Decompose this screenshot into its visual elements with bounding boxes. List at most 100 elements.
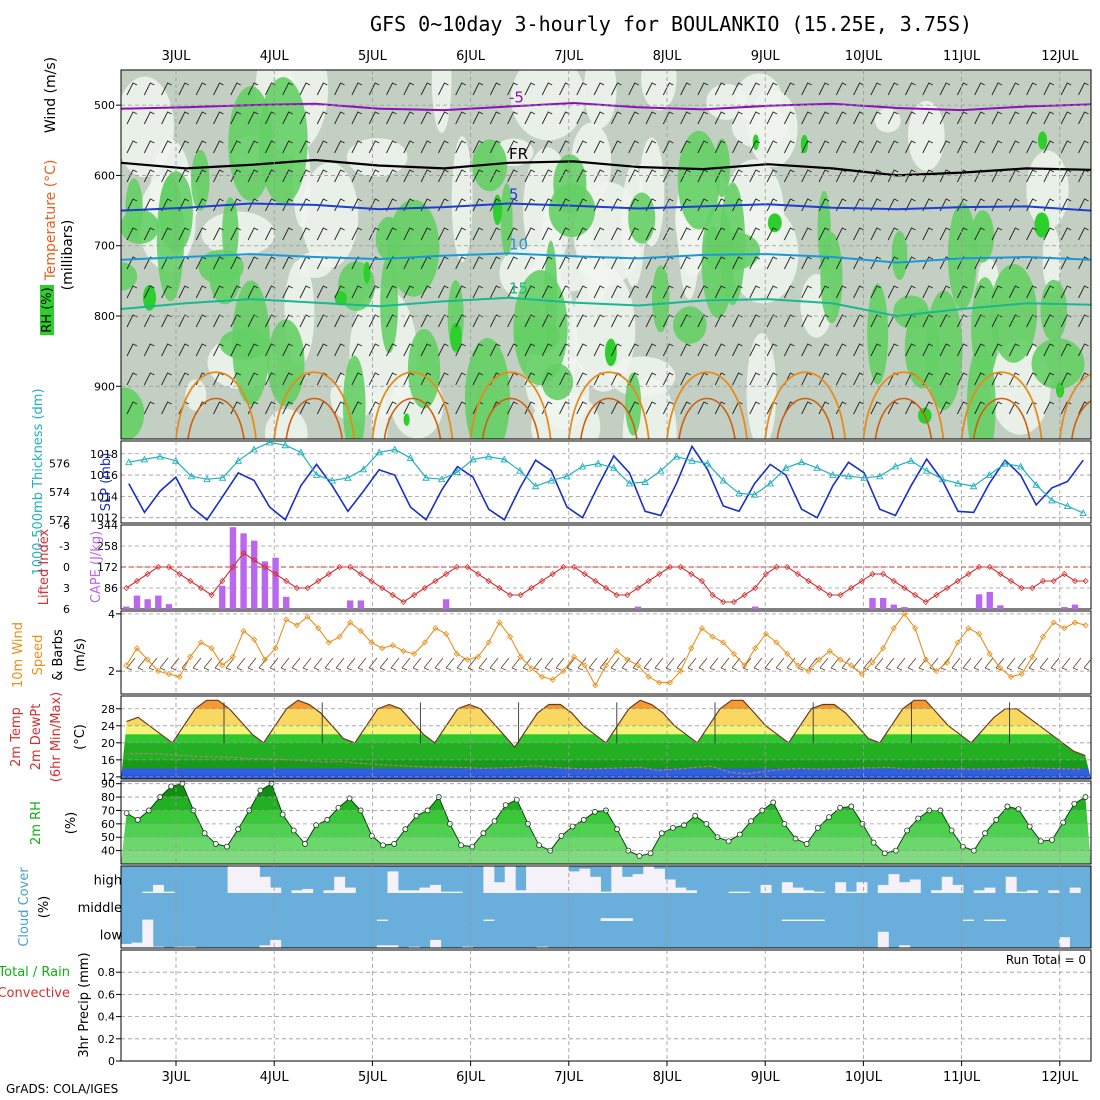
- wind-barb: [412, 657, 422, 671]
- wind-barb: [870, 256, 882, 270]
- wind-barb: [195, 169, 207, 183]
- cloud-high-bar: [142, 891, 154, 893]
- wind-barb: [524, 169, 536, 183]
- wind-speed-marker: [176, 673, 183, 680]
- thickness-marker: [985, 470, 994, 478]
- wind-barb: [905, 198, 916, 212]
- wind-barb: [368, 314, 380, 328]
- li-marker: [304, 584, 311, 592]
- rh-marker: [870, 839, 877, 846]
- cape-bar: [229, 527, 237, 609]
- wind-barb: [835, 111, 847, 125]
- wind-barb: [195, 227, 207, 241]
- wind-barb: [1078, 256, 1089, 270]
- thickness-marker: [422, 473, 430, 481]
- wind-barb: [282, 343, 293, 357]
- isotherm-label: -5: [509, 89, 524, 107]
- wind-barb: [269, 657, 279, 671]
- li-marker: [784, 563, 791, 571]
- rh-dry-patch: [641, 70, 677, 111]
- rh-frame: [120, 780, 1092, 865]
- cape-bar: [165, 604, 173, 609]
- cloud-high-bar: [813, 891, 825, 893]
- wind-barb: [870, 169, 882, 183]
- wind-barb: [420, 140, 432, 154]
- wind-barb: [662, 343, 674, 357]
- rh-marker: [692, 812, 699, 819]
- wind-barb: [922, 227, 934, 241]
- cloud-low-bar: [270, 939, 282, 948]
- wind-barb: [645, 401, 657, 415]
- dewpoint-line: [129, 752, 1083, 775]
- wind-barb: [887, 227, 899, 241]
- wind-barb: [786, 657, 796, 671]
- cloud-high-bar: [568, 871, 580, 893]
- wind-barb: [559, 401, 570, 415]
- wind-barb: [437, 285, 449, 299]
- cloud-high-bar: [515, 890, 527, 893]
- bottom-date-label: 5JUL: [358, 1070, 388, 1085]
- wind-barb: [334, 401, 345, 415]
- wind-barb: [973, 657, 983, 671]
- wind-barb: [264, 401, 276, 415]
- cloud-high-bar: [547, 866, 559, 893]
- wind-barb: [939, 401, 951, 415]
- wind-speed-marker: [432, 625, 439, 632]
- li-marker: [208, 591, 215, 599]
- cape-bar: [133, 595, 141, 609]
- wind-barb: [766, 256, 778, 270]
- wind-barb: [316, 198, 328, 212]
- wind-barb: [766, 198, 778, 212]
- rh-marker: [1060, 819, 1067, 826]
- rh-saturated-patch: [363, 261, 371, 284]
- wind-barb: [437, 227, 449, 241]
- wind-barb: [524, 140, 536, 154]
- wind-barb: [313, 657, 323, 671]
- wind-barb: [610, 285, 622, 299]
- wind-speed-marker: [549, 676, 556, 683]
- rh-moist-patch: [867, 283, 889, 385]
- rh-dry-patch: [746, 333, 777, 439]
- wind-barb: [801, 169, 812, 183]
- isotherm-20-bump: [1058, 373, 1091, 439]
- temp-label-1: 2m Temp: [9, 707, 24, 767]
- wind-barb: [541, 256, 553, 270]
- wind-barb: [1078, 343, 1089, 357]
- wind-speed-marker: [880, 645, 887, 652]
- rh-marker: [558, 832, 565, 839]
- wind-barb: [905, 111, 916, 125]
- upper-air-panel: -5 FR 5 10 15 500 600 700 800 900 (millibars) Wind …: [40, 57, 1092, 440]
- wind-barb: [368, 401, 380, 415]
- wind-barb: [939, 169, 951, 183]
- wind-barb: [334, 82, 345, 96]
- wind-barb: [1060, 343, 1072, 357]
- wind-barb: [192, 657, 202, 671]
- thickness-marker: [656, 466, 665, 474]
- wind-speed-marker: [794, 662, 801, 669]
- wind-barb: [1060, 227, 1072, 241]
- ylabel-wind: Wind (m/s): [43, 57, 59, 133]
- wind-barb: [905, 169, 916, 183]
- wind-barb: [524, 314, 536, 328]
- wind-barb: [472, 227, 484, 241]
- rh-marker: [402, 826, 409, 833]
- cloud-high-bar: [238, 866, 250, 893]
- wind-barb: [645, 111, 657, 125]
- li-marker: [538, 577, 546, 585]
- rh-moist-patch: [387, 199, 440, 297]
- wind-barb: [576, 140, 588, 154]
- li-marker: [656, 570, 663, 578]
- cloud-low-bar: [152, 946, 164, 948]
- wind-barb: [974, 82, 985, 96]
- isotherm-25-bump: [972, 397, 1031, 439]
- wind-barb: [126, 657, 136, 671]
- rh-marker: [848, 803, 855, 810]
- wind-barb: [247, 140, 259, 154]
- thickness-marker: [907, 456, 915, 464]
- cloud-low-bar: [430, 939, 442, 948]
- li-marker: [1082, 577, 1089, 585]
- wind-barb: [709, 657, 719, 671]
- wind-barb: [299, 285, 311, 299]
- wind-barb: [922, 140, 934, 154]
- wind-speed-marker: [688, 645, 695, 652]
